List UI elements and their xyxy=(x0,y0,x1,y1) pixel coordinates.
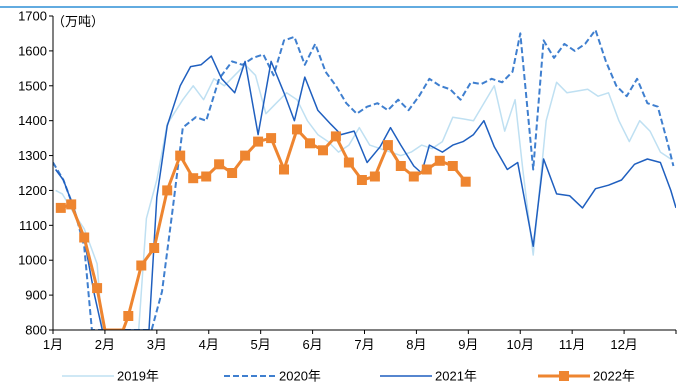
y-tick-label: 1700 xyxy=(18,9,47,24)
legend-item: 2019年 xyxy=(62,369,159,384)
series-2 xyxy=(53,29,675,330)
series-4 xyxy=(55,124,471,330)
data-point-marker xyxy=(369,171,380,182)
data-point-marker xyxy=(318,145,328,156)
x-tick-label: 12月 xyxy=(610,337,637,352)
data-point-marker xyxy=(175,150,186,161)
legend-label: 2022年 xyxy=(593,369,635,384)
data-point-marker xyxy=(79,232,90,243)
data-point-marker xyxy=(292,124,302,135)
data-point-marker xyxy=(92,283,103,294)
data-point-marker xyxy=(266,133,277,144)
data-point-marker xyxy=(162,185,173,196)
legend-marker xyxy=(559,371,569,381)
y-tick-label: 1000 xyxy=(18,253,47,268)
series-3 xyxy=(54,55,676,330)
data-point-marker xyxy=(201,171,212,182)
y-tick-label: 1100 xyxy=(19,218,47,233)
data-point-marker xyxy=(382,140,393,151)
legend-item: 2022年 xyxy=(538,369,635,384)
data-point-marker xyxy=(55,202,66,213)
data-point-marker xyxy=(356,175,367,185)
axes xyxy=(52,16,676,331)
x-tick-label: 3月 xyxy=(147,337,167,352)
data-point-marker xyxy=(421,164,432,175)
data-point-marker xyxy=(66,199,77,210)
y-tick-label: 1600 xyxy=(18,43,47,58)
x-tick-label: 6月 xyxy=(302,337,322,352)
data-point-marker xyxy=(305,138,315,149)
data-point-marker xyxy=(330,131,341,142)
data-point-marker xyxy=(253,136,264,147)
legend: 2019年 2020年 2021年 2022年 xyxy=(62,369,635,384)
data-point-marker xyxy=(214,159,225,170)
unit-label: （万吨） xyxy=(52,14,104,29)
data-point-marker xyxy=(395,161,406,171)
data-point-marker xyxy=(136,260,147,271)
data-point-marker xyxy=(279,164,289,175)
data-point-marker xyxy=(227,168,238,178)
legend-label: 2021年 xyxy=(435,369,477,384)
series-line xyxy=(60,127,467,330)
x-tick-label: 11月 xyxy=(559,337,586,352)
x-tick-label: 10月 xyxy=(507,337,534,352)
y-tick-label: 900 xyxy=(25,288,47,303)
x-axis: 1月 2月 3月 4月 5月 6月 7月 8月 9月 10月 11月 12月 xyxy=(43,330,677,352)
data-point-marker xyxy=(343,157,354,168)
legend-label: 2019年 xyxy=(117,369,159,384)
x-tick-label: 7月 xyxy=(354,337,374,352)
y-axis: 800 900 1000 1100 1200 1300 1400 1500 1600 1700 xyxy=(18,9,53,338)
x-tick-label: 9月 xyxy=(458,337,478,352)
y-tick-label: 1400 xyxy=(18,113,47,128)
data-point-marker xyxy=(123,311,134,321)
data-point-marker xyxy=(188,173,199,184)
y-tick-label: 1500 xyxy=(18,78,47,93)
x-tick-label: 5月 xyxy=(251,337,271,352)
series-line xyxy=(55,64,672,330)
legend-item: 2020年 xyxy=(224,369,321,384)
y-tick-label: 800 xyxy=(25,323,47,338)
data-point-marker xyxy=(460,176,471,187)
x-tick-label: 4月 xyxy=(199,337,219,352)
legend-label: 2020年 xyxy=(279,369,321,384)
data-point-marker xyxy=(240,150,251,161)
data-point-marker xyxy=(149,243,160,253)
y-tick-label: 1200 xyxy=(18,183,47,198)
x-tick-label: 2月 xyxy=(95,337,115,352)
data-point-marker xyxy=(408,171,419,182)
series-line xyxy=(53,29,675,330)
data-point-marker xyxy=(434,155,445,166)
x-tick-label: 8月 xyxy=(406,337,426,352)
x-tick-label: 1月 xyxy=(43,337,63,352)
series-layer xyxy=(53,29,676,330)
legend-item: 2021年 xyxy=(380,369,477,384)
y-tick-label: 1300 xyxy=(18,148,47,163)
series-1 xyxy=(55,64,672,330)
series-line xyxy=(54,55,676,330)
data-point-marker xyxy=(447,161,458,171)
